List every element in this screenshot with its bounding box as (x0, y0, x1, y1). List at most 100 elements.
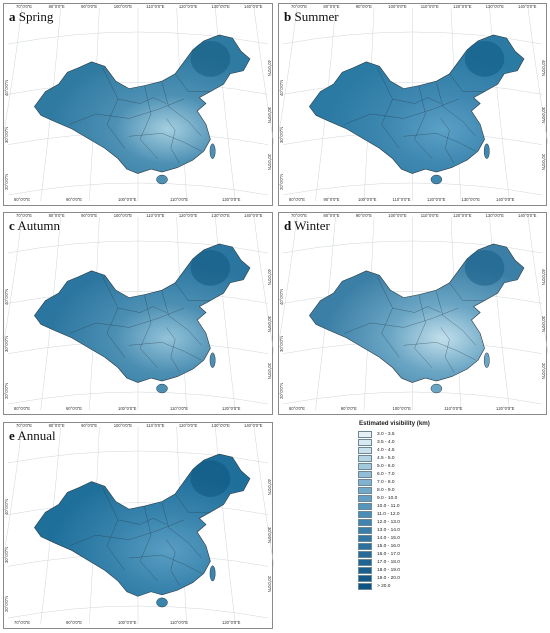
coordinate-label: 130°0'0"E (211, 213, 230, 218)
legend-swatch (358, 535, 372, 542)
legend-swatch (358, 527, 372, 534)
map-panel-autumn: c Autumn 70°0'0"E 80°0'0"E 90°0'0"E 100°0'0… (3, 212, 274, 415)
legend: Estimated visibility (km) 3.0 - 3.5 3.5 -… (358, 420, 456, 591)
map-canvas (279, 216, 548, 411)
coordinate-label: 40°0'0"N (267, 60, 272, 77)
province-border (403, 342, 476, 361)
hainan-island (156, 174, 168, 185)
legend-swatch (358, 463, 372, 471)
coordinate-label: 30°0'0"N (4, 126, 9, 143)
province-border (117, 306, 167, 313)
coordinate-label: 80°0'0"E (323, 213, 340, 218)
province-border (175, 282, 211, 301)
legend-item: 4.0 - 4.5 (358, 447, 456, 455)
coordinate-label: 70°0'0"E (291, 213, 308, 218)
legend-item: 13.0 - 14.0 (358, 527, 456, 535)
legend-label: 7.0 - 8.0 (377, 480, 395, 486)
coordinate-label: 90°0'0"E (81, 4, 98, 9)
legend-label: 11.0 - 12.0 (377, 512, 400, 518)
coordinate-label: 120°0'0"E (178, 4, 198, 9)
legend-item: 15.0 - 16.0 (358, 543, 456, 551)
province-border (102, 276, 125, 358)
province-border (414, 85, 433, 159)
panel-title: b Summer (284, 9, 339, 24)
legend-item: 5.0 - 6.0 (358, 463, 456, 471)
panel-title: c Autumn (9, 218, 60, 233)
coordinate-label: 100°0'0"E (113, 213, 133, 218)
coordinate-label: 120°0'0"E (453, 213, 472, 218)
legend-label: 19.0 - 20.0 (377, 576, 400, 582)
coordinate-label: 40°0'0"N (4, 79, 9, 96)
legend-label: 16.0 - 17.0 (377, 552, 400, 558)
map-canvas (279, 7, 548, 202)
coordinate-label: 140°0'0"E (244, 4, 263, 9)
coordinate-label: 120°0'0"E (222, 620, 241, 625)
legend-label: 4.0 - 4.5 (377, 448, 395, 454)
province-border (377, 67, 400, 149)
coordinate-label: 120°0'0"E (453, 4, 472, 9)
coordinate-label: 40°0'0"N (267, 269, 272, 286)
coordinate-label: 80°0'0"E (14, 406, 31, 411)
taiwan-island (209, 143, 216, 159)
coordinate-label: 70°0'0"E (16, 4, 33, 9)
coordinate-label: 90°0'0"E (66, 620, 83, 625)
legend-label: 5.0 - 6.0 (377, 464, 395, 470)
legend-swatch (358, 519, 372, 527)
visibility-zone (190, 249, 231, 286)
province-border (69, 519, 185, 547)
coordinate-label: 20°0'0"N (267, 363, 272, 380)
map-panel-winter: d Winter 70°0'0"E 80°0'0"E 90°0'0"E 100°0'0… (278, 212, 548, 415)
coordinate-label: 30°0'0"N (541, 316, 546, 333)
coordinate-label: 20°0'0"N (267, 154, 272, 171)
coordinate-label: 40°0'0"N (541, 60, 546, 77)
legend-label: 4.5 - 5.0 (377, 456, 395, 462)
province-border (440, 327, 455, 373)
coordinate-label: 40°0'0"N (4, 288, 9, 305)
coordinate-label: 90°0'0"E (323, 197, 340, 202)
province-border (128, 554, 202, 574)
legend-swatch (358, 487, 372, 495)
province-border (139, 85, 158, 159)
legend-swatch (358, 503, 372, 511)
hainan-island (156, 597, 168, 608)
coordinate-label: 90°0'0"E (81, 423, 98, 428)
province-border (403, 133, 476, 152)
coordinate-label: 110°0'0"E (146, 423, 165, 428)
legend-item: 6.0 - 7.0 (358, 471, 456, 479)
panel-title: d Winter (284, 218, 330, 233)
province-border (436, 82, 476, 137)
coordinate-label: 100°0'0"E (388, 4, 407, 9)
coordinate-label: 100°0'0"E (118, 620, 137, 625)
coordinate-label: 70°0'0"E (16, 213, 33, 218)
province-border (69, 307, 185, 334)
panel-title: e Annual (9, 428, 56, 443)
coordinate-label: 120°0'0"E (222, 406, 241, 411)
legend-label: 14.0 - 15.0 (377, 536, 400, 542)
coordinate-label: 20°0'0"N (267, 575, 272, 592)
legend-item: 14.0 - 15.0 (358, 535, 456, 543)
coordinate-label: 20°0'0"N (279, 382, 284, 399)
coordinate-label: 100°0'0"E (392, 406, 411, 411)
coordinate-label: 20°0'0"N (4, 595, 9, 612)
legend-item: 10.0 - 11.0 (358, 503, 456, 511)
legend-swatch (358, 559, 372, 566)
legend-item: 9.0 - 10.0 (358, 495, 456, 503)
coordinate-label: 130°0'0"E (211, 423, 230, 428)
coordinate-label: 140°0'0"E (496, 197, 515, 202)
province-border (161, 502, 202, 559)
coordinate-label: 20°0'0"N (4, 173, 9, 190)
province-border (166, 327, 180, 373)
coordinate-label: 140°0'0"E (518, 213, 537, 218)
coordinate-label: 70°0'0"E (16, 423, 33, 428)
coordinate-label: 90°0'0"E (66, 406, 83, 411)
coordinate-label: 140°0'0"E (244, 423, 263, 428)
coordinate-label: 130°0'0"E (485, 213, 504, 218)
legend-label: 12.0 - 13.0 (377, 520, 400, 526)
map-canvas (4, 7, 274, 202)
coordinate-label: 90°0'0"E (340, 406, 357, 411)
hainan-island (156, 383, 168, 394)
province-border (175, 493, 211, 513)
visibility-zone (464, 249, 505, 286)
legend-label: 18.0 - 19.0 (377, 568, 400, 574)
legend-item: 3.0 - 3.5 (358, 431, 456, 439)
